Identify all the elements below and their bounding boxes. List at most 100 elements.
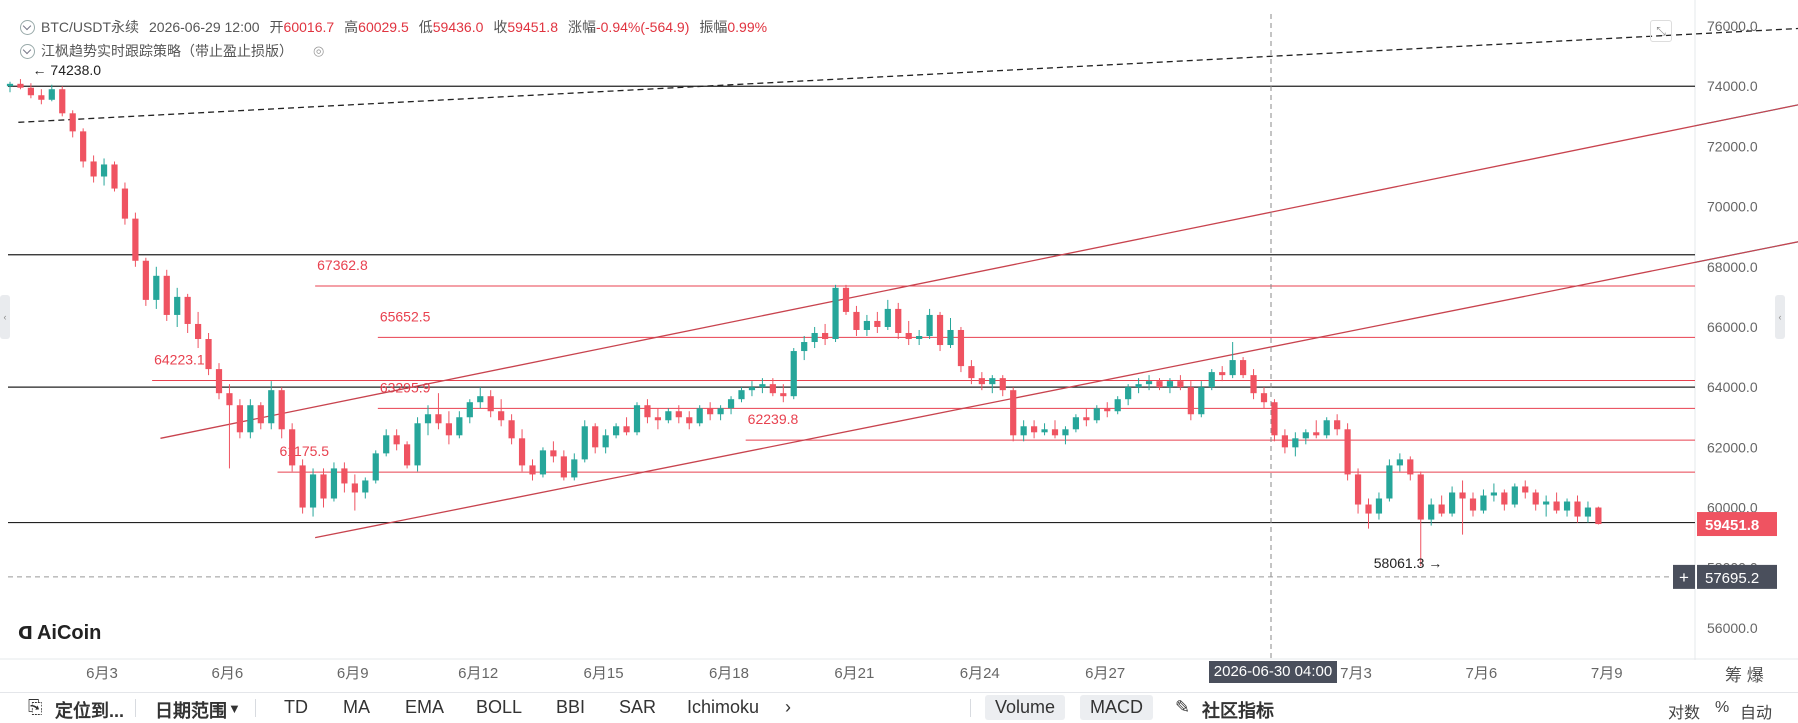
candle-body (1334, 420, 1341, 430)
candle-body (926, 314, 933, 336)
candle-body (717, 408, 724, 415)
indicator-td[interactable]: TD (284, 697, 308, 717)
candle-body (487, 396, 494, 412)
y-tick-label: 72000.0 (1707, 138, 1758, 154)
aicoin-logo: ᗡ AiCoin (18, 622, 101, 645)
candle-body (832, 287, 839, 340)
add-alert-button (1673, 564, 1695, 589)
crosshair-price-label: 57695.2 (1705, 570, 1759, 587)
crosshair-price-tag (1697, 564, 1777, 589)
indicator-bbi[interactable]: BBI (556, 697, 586, 717)
candle-body (215, 369, 223, 394)
macd-button[interactable]: MACD (1080, 695, 1153, 720)
collapse-toggle-icon[interactable] (20, 43, 35, 59)
locate-button[interactable]: 定位到... (55, 701, 125, 721)
candle-body (1313, 432, 1320, 436)
indicator-ema[interactable]: EMA (405, 697, 445, 717)
candle-body (299, 465, 306, 508)
candle-body (1177, 381, 1184, 388)
candle-body (1031, 426, 1038, 433)
candle-body (341, 468, 348, 484)
candle-body (404, 444, 411, 466)
candle-body (1553, 501, 1560, 511)
percent-scale-button[interactable]: % (1715, 699, 1730, 716)
candle-body (644, 405, 651, 418)
y-tick-label: 60000.0 (1707, 500, 1758, 516)
candle-body (257, 405, 264, 424)
left-panel-toggle-icon[interactable]: ‹ (0, 295, 10, 339)
candle-body (968, 366, 975, 379)
fullscreen-icon[interactable]: ⤡ (1650, 20, 1672, 42)
indicator-ichimoku[interactable]: Ichimoku (687, 697, 760, 717)
amplitude-value: 0.99% (727, 19, 768, 35)
candle-body (1375, 498, 1383, 514)
indicator-ma[interactable]: MA (343, 697, 370, 717)
candle-body (613, 426, 620, 436)
x-tick-label: 6月9 (337, 665, 369, 682)
x-tick-label: 6月6 (212, 665, 244, 682)
candle-body (560, 456, 567, 478)
candle-body (424, 414, 432, 424)
x-tick-label: 7月9 (1591, 665, 1623, 682)
candle-body (90, 161, 97, 177)
auto-scale-button[interactable]: 自动 (1740, 705, 1773, 722)
candle-body (445, 423, 452, 436)
candle-body (1365, 504, 1372, 514)
more-indicators-button[interactable]: › (785, 697, 791, 717)
candle-body (330, 468, 338, 499)
log-scale-button[interactable]: 对数 (1668, 705, 1701, 722)
candle-body (539, 450, 547, 475)
right-panel-toggle-icon[interactable]: ‹ (1775, 295, 1785, 339)
candlestick-chart[interactable]: 76000.0 74000.0 72000.0 70000.0 68000.0 66000… (0, 0, 1798, 692)
candle-body (1062, 429, 1069, 436)
amplitude-label: 振幅 (699, 19, 728, 35)
candle-body (1407, 459, 1414, 475)
candle-body (17, 83, 24, 88)
candle-body (633, 405, 641, 433)
strategy-name[interactable]: 江枫趋势实时跟踪策略（带止盈止损版） (41, 43, 293, 59)
volume-button[interactable]: Volume (985, 695, 1066, 720)
x-tick-label: 6月18 (709, 665, 749, 682)
eye-off-icon[interactable]: ◎ (313, 43, 325, 58)
candle-body (309, 474, 317, 508)
indicator-boll[interactable]: BOLL (476, 697, 523, 717)
candle-body (1292, 438, 1299, 448)
candle-body (174, 296, 181, 315)
candle-body (1271, 402, 1278, 436)
collapse-toggle-icon[interactable] (20, 19, 35, 35)
indicator-sar[interactable]: SAR (619, 697, 657, 717)
y-tick-label: 76000.0 (1707, 18, 1758, 34)
close-label: 收 (493, 19, 508, 35)
divider (970, 699, 971, 717)
candle-body (372, 453, 379, 481)
candle-body (529, 465, 536, 475)
candle-body (1386, 465, 1393, 499)
candle-body (1198, 387, 1205, 415)
candle-body (268, 390, 275, 424)
edit-icon[interactable]: ✎ (1175, 697, 1191, 717)
candle-body (1051, 429, 1059, 436)
candle-body (184, 296, 191, 324)
chevron-down-icon[interactable]: ▼ (228, 701, 241, 716)
y-tick-label: 74000.0 (1707, 78, 1758, 94)
candle-body (278, 390, 285, 430)
community-indicators-button[interactable]: 社区指标 (1202, 701, 1274, 721)
candle-body (1480, 495, 1487, 511)
candle-body (1563, 501, 1571, 511)
y-tick-label: 62000.0 (1707, 439, 1758, 455)
candle-body (1219, 372, 1226, 376)
candle-body (853, 311, 860, 330)
last-price-tag (1697, 512, 1777, 537)
timeline-right-labels[interactable]: 筹 爆 (1725, 666, 1764, 685)
divider (255, 699, 256, 717)
date-range-button[interactable]: 日期范围 (155, 701, 227, 721)
candle-body (654, 417, 661, 421)
candle-body (978, 378, 985, 385)
locate-icon[interactable]: ⎘ (28, 697, 43, 717)
candle-body (1511, 486, 1518, 505)
bottom-toolbar: ⎘ 定位到... 日期范围 ▼ TD MA EMA BOLL BBI SAR I… (0, 692, 1798, 722)
candle-body (1574, 501, 1581, 517)
candle-body (1532, 492, 1539, 505)
candle-body (1240, 360, 1247, 376)
y-tick-label: 56000.0 (1707, 620, 1758, 636)
